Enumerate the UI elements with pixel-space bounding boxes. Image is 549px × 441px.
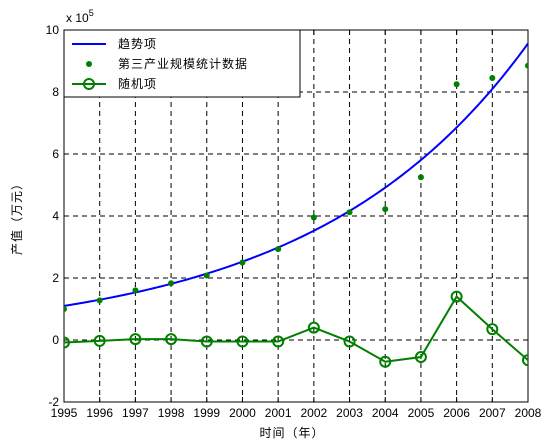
data-point [64, 306, 67, 312]
x-tick-label: 2002 [300, 406, 327, 420]
data-point [239, 259, 246, 266]
x-tick-label: 2001 [265, 406, 292, 420]
legend-label-data: 第三产业规模统计数据 [118, 56, 248, 71]
data-point [132, 287, 139, 294]
data-point [203, 272, 210, 279]
random-point [236, 335, 249, 348]
x-tick-label: 2004 [372, 406, 399, 420]
random-point [200, 335, 213, 348]
x-tick-label: 2008 [515, 406, 542, 420]
legend-label-trend: 趋势项 [118, 37, 157, 51]
x-axis-label: 时间（年） [259, 426, 324, 440]
y-tick-label: 0 [52, 333, 59, 347]
data-point [382, 206, 389, 213]
y-tick-label: 10 [46, 23, 60, 37]
data-point [417, 174, 424, 181]
series-layer [64, 42, 528, 368]
x-tick-label: 1995 [51, 406, 78, 420]
y-multiplier: x 105 [66, 8, 94, 25]
random-point [165, 333, 178, 346]
legend-swatch-random-marker [83, 78, 95, 90]
y-tick-label: 2 [52, 271, 59, 285]
trend-line [64, 42, 528, 307]
x-tick-label: 2005 [408, 406, 435, 420]
data-point [168, 280, 175, 287]
x-tick-label: 1999 [193, 406, 220, 420]
random-point [522, 354, 528, 367]
x-tick-label: 2003 [336, 406, 363, 420]
x-tick-label: 1998 [158, 406, 185, 420]
random-point [272, 335, 285, 348]
legend: 趋势项 第三产业规模统计数据 随机项 [63, 29, 301, 98]
random-point [486, 323, 499, 336]
random-point [379, 355, 392, 368]
x-tick-label: 1997 [122, 406, 149, 420]
random-point [307, 321, 320, 334]
data-point [453, 81, 460, 88]
x-tick-label: 2007 [479, 406, 506, 420]
random-point [450, 290, 463, 303]
data-point [275, 246, 282, 253]
data-point [346, 209, 353, 216]
x-tick-label: 2000 [229, 406, 256, 420]
x-tick-labels: 1995 1996 1997 1998 1999 2000 2001 2002 2003 2004… [51, 406, 542, 420]
y-tick-label: 6 [52, 147, 59, 161]
x-tick-label: 2006 [443, 406, 470, 420]
data-point [96, 297, 103, 304]
legend-label-random: 随机项 [118, 76, 157, 91]
x-tick-label: 1996 [86, 406, 113, 420]
legend-swatch-data [86, 61, 92, 67]
data-point [310, 214, 317, 221]
y-tick-labels: -2 0 2 4 6 8 10 [46, 23, 60, 409]
legend-box [63, 29, 301, 98]
y-multiplier-exponent: 5 [89, 8, 94, 18]
random-point [414, 351, 427, 364]
y-tick-label: 4 [52, 209, 59, 223]
random-point [343, 335, 356, 348]
y-axis-label: 产值（万元） [9, 177, 24, 255]
y-tick-label: 8 [52, 85, 59, 99]
random-point [93, 334, 106, 347]
data-point [525, 62, 528, 69]
y-tick-label: -2 [48, 395, 59, 409]
series-group [64, 42, 528, 368]
data-point [489, 75, 496, 82]
random-point [129, 333, 142, 346]
random-point [64, 336, 70, 349]
